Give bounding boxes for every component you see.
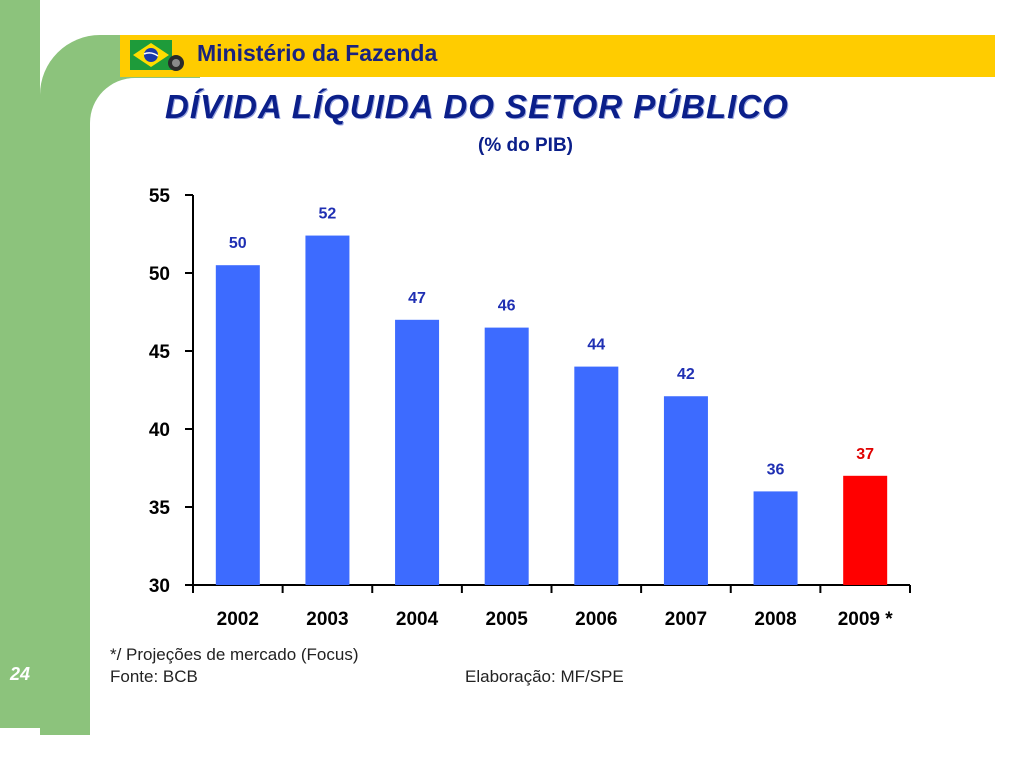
- bar-2004: [395, 319, 440, 585]
- bar-2009: [843, 475, 888, 585]
- left-green-bar: [0, 0, 40, 728]
- y-tick-label: 55: [149, 186, 171, 207]
- brazil-flag-icon: [130, 40, 184, 71]
- bar-2002: [215, 265, 260, 585]
- bar-2003: [305, 235, 350, 585]
- x-tick-label: 2002: [217, 609, 259, 630]
- y-tick-label: 35: [149, 498, 171, 519]
- bar-2005: [484, 327, 529, 585]
- bar-value-label: 42: [677, 366, 695, 383]
- bar-chart: 30 35 40 45 50 55 50 52 47 46 44 42 36 37 2002 2003 20…: [149, 186, 911, 630]
- page-number: 24: [9, 664, 31, 684]
- credit-note: Elaboração: MF/SPE: [465, 667, 624, 686]
- bar-value-label: 47: [408, 290, 426, 307]
- y-tick-label: 45: [149, 342, 171, 363]
- bar-value-label: 37: [856, 446, 874, 463]
- source-note: Fonte: BCB: [110, 667, 198, 686]
- x-tick-label: 2003: [306, 609, 348, 630]
- y-tick-label: 40: [149, 420, 170, 441]
- x-tick-label: 2009 *: [838, 609, 894, 630]
- ministry-name: Ministério da Fazenda: [197, 40, 438, 66]
- bar-2008: [753, 491, 798, 585]
- page-title: DÍVIDA LÍQUIDA DO SETOR PÚBLICO: [165, 88, 789, 125]
- y-tick-label: 50: [149, 264, 170, 285]
- bar-value-label: 52: [319, 206, 337, 223]
- y-tick-label: 30: [149, 576, 170, 597]
- bar-2006: [574, 366, 619, 585]
- x-tick-label: 2006: [575, 609, 617, 630]
- bar-value-label: 50: [229, 235, 247, 252]
- bar-value-label: 46: [498, 298, 516, 315]
- chart-subtitle: (% do PIB): [478, 135, 573, 156]
- header-band: [120, 35, 995, 77]
- x-tick-label: 2007: [665, 609, 707, 630]
- x-tick-label: 2008: [754, 609, 796, 630]
- x-tick-label: 2004: [396, 609, 439, 630]
- bar-2007: [663, 396, 708, 585]
- bar-value-label: 44: [587, 337, 605, 354]
- bar-value-label: 36: [767, 461, 785, 478]
- footnote: */ Projeções de mercado (Focus): [110, 645, 359, 664]
- x-tick-label: 2005: [486, 609, 529, 630]
